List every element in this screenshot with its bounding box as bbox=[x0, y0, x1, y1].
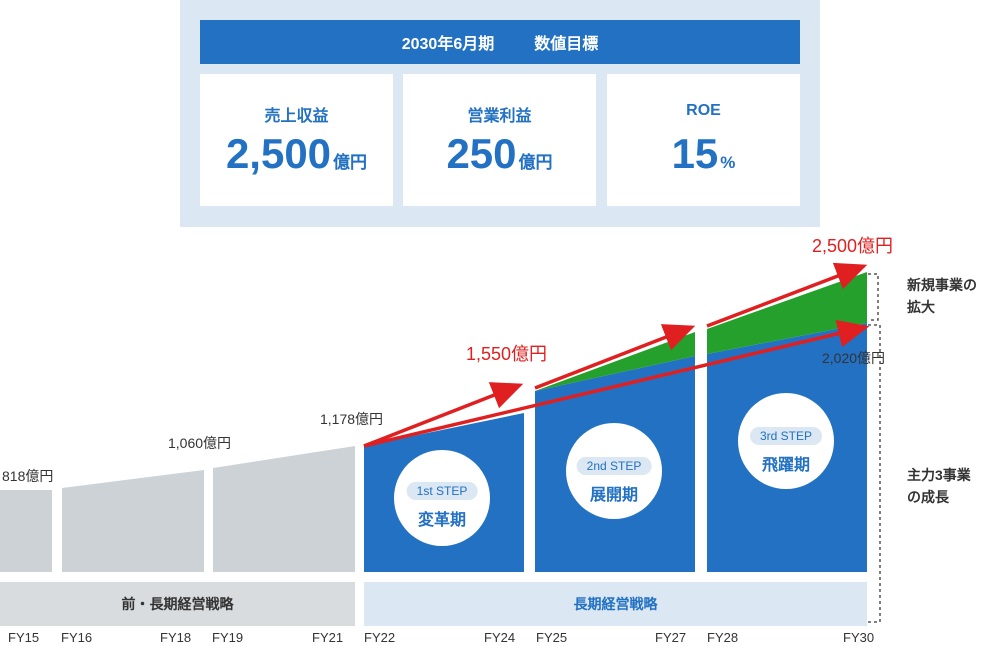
x-tick-fy25: FY25 bbox=[536, 630, 568, 645]
targets-panel: 2030年6月期 数値目標 売上収益 2,500 億円 営業利益 250 億円 RO… bbox=[180, 0, 820, 227]
new-business-area-1 bbox=[535, 332, 695, 391]
targets-period: 2030年6月期 bbox=[401, 36, 495, 53]
x-tick-fy24: FY24 bbox=[484, 630, 516, 645]
operating-profit-target-card: 営業利益 250 億円 bbox=[403, 74, 596, 206]
x-tick-fy22: FY22 bbox=[364, 630, 396, 645]
step-3-circle: 3rd STEP 飛躍期 bbox=[738, 393, 834, 489]
fy15-area bbox=[0, 490, 52, 572]
current-strategy-bar: 長期経営戦略 bbox=[364, 582, 867, 626]
target-arrow-2 bbox=[534, 324, 696, 390]
roe-label: ROE bbox=[686, 102, 721, 119]
step-1-circle: 1st STEP 変革期 bbox=[394, 450, 490, 546]
value-label-fy30-core: 2,020億円 bbox=[822, 350, 886, 366]
revenue-target-card: 売上収益 2,500 億円 bbox=[200, 74, 393, 206]
value-label-fy21: 1,178億円 bbox=[320, 411, 384, 427]
x-tick-fy19: FY19 bbox=[212, 630, 244, 645]
x-tick-fy27: FY27 bbox=[655, 630, 687, 645]
value-label-fy30-target: 2,500億円 bbox=[812, 236, 894, 256]
step-1-pill: 1st STEP bbox=[406, 482, 478, 500]
x-tick-fy18: FY18 bbox=[160, 630, 192, 645]
operating-profit-label: 営業利益 bbox=[467, 108, 532, 125]
fy19-21-area bbox=[213, 446, 355, 572]
x-tick-fy30: FY30 bbox=[843, 630, 875, 645]
x-tick-fy28: FY28 bbox=[707, 630, 739, 645]
x-tick-fy16: FY16 bbox=[61, 630, 93, 645]
previous-strategy-bar: 前・長期経営戦略 bbox=[0, 582, 355, 626]
value-label-fy18: 1,060億円 bbox=[168, 435, 232, 451]
fy16-18-area bbox=[62, 470, 204, 572]
new-business-area-2 bbox=[707, 272, 867, 354]
core-growth-bracket bbox=[868, 324, 881, 623]
targets-header: 2030年6月期 数値目標 bbox=[200, 20, 800, 64]
roe-target-card: ROE 15% bbox=[607, 74, 800, 206]
step-3-name: 飛躍期 bbox=[761, 457, 810, 474]
revenue-value: 2,500 億円 bbox=[225, 130, 368, 177]
step-2-pill: 2nd STEP bbox=[576, 457, 652, 475]
x-tick-fy21: FY21 bbox=[312, 630, 344, 645]
value-label-fy15: 818億円 bbox=[2, 468, 54, 484]
roe-value: 15% bbox=[671, 130, 736, 177]
target-arrow-1 bbox=[363, 382, 524, 448]
x-tick-fy15: FY15 bbox=[8, 630, 40, 645]
operating-profit-value: 250 億円 bbox=[446, 130, 553, 177]
value-label-fy24-target: 1,550億円 bbox=[466, 344, 548, 364]
step-2-circle: 2nd STEP 展開期 bbox=[566, 423, 662, 519]
core-growth-arrow bbox=[363, 319, 870, 448]
core-growth-note: 主力3事業 の成長 bbox=[907, 467, 971, 505]
step-2-name: 展開期 bbox=[589, 487, 638, 504]
step-1-name: 変革期 bbox=[417, 512, 466, 529]
step-3-pill: 3rd STEP bbox=[749, 427, 823, 445]
revenue-label: 売上収益 bbox=[264, 108, 329, 125]
new-business-note: 新規事業の 拡大 bbox=[907, 277, 977, 315]
targets-title: 数値目標 bbox=[534, 36, 599, 53]
target-arrow-3 bbox=[706, 262, 868, 328]
new-business-bracket bbox=[868, 273, 879, 321]
